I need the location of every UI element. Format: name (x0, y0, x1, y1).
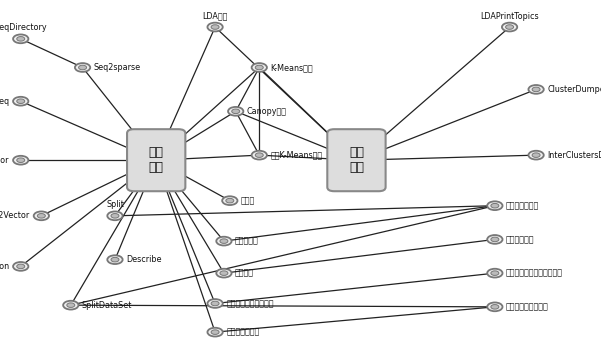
Circle shape (252, 151, 267, 160)
Circle shape (505, 25, 514, 29)
Circle shape (63, 301, 79, 310)
Text: ArffVector: ArffVector (0, 156, 10, 165)
Text: 谱聚类: 谱聚类 (241, 196, 255, 205)
FancyBboxPatch shape (127, 129, 185, 191)
Text: 模糊K-Means聚类: 模糊K-Means聚类 (270, 151, 323, 160)
Text: Describe: Describe (126, 255, 162, 264)
Text: 因式分解协同过滤推荐: 因式分解协同过滤推荐 (227, 299, 274, 308)
Circle shape (17, 158, 25, 162)
Circle shape (226, 198, 234, 203)
Text: CSV2Vector: CSV2Vector (0, 211, 30, 220)
Text: 朴素贝叶斯: 朴素贝叶斯 (235, 237, 259, 246)
Circle shape (211, 301, 219, 306)
Circle shape (487, 235, 502, 244)
Circle shape (34, 212, 49, 220)
Circle shape (487, 201, 502, 210)
Text: LDA聚类: LDA聚类 (203, 12, 228, 21)
Circle shape (211, 330, 219, 334)
Circle shape (211, 25, 219, 29)
Circle shape (13, 34, 28, 43)
Circle shape (216, 269, 231, 278)
Circle shape (487, 302, 502, 311)
Circle shape (528, 85, 544, 94)
Circle shape (207, 23, 223, 31)
Circle shape (108, 212, 123, 220)
Circle shape (220, 271, 228, 276)
Circle shape (13, 262, 28, 271)
Circle shape (502, 23, 517, 31)
Circle shape (207, 299, 223, 308)
Circle shape (216, 237, 231, 246)
Circle shape (255, 65, 263, 70)
Text: 因式分解协同过滤推荐测试: 因式分解协同过滤推荐测试 (506, 269, 563, 278)
Circle shape (232, 109, 240, 114)
FancyBboxPatch shape (328, 129, 386, 191)
Circle shape (111, 257, 119, 262)
Text: SeqDirectory: SeqDirectory (0, 23, 47, 32)
Text: 随机森林测试: 随机森林测试 (506, 235, 534, 244)
Circle shape (37, 214, 45, 218)
Circle shape (220, 239, 228, 244)
Text: Lucene2Seq: Lucene2Seq (0, 97, 10, 106)
Circle shape (222, 196, 237, 205)
Circle shape (491, 271, 499, 276)
Text: Split: Split (106, 201, 124, 209)
Circle shape (13, 97, 28, 106)
Circle shape (255, 153, 263, 158)
Circle shape (528, 151, 544, 160)
Circle shape (67, 303, 75, 308)
Circle shape (252, 63, 267, 72)
Circle shape (17, 99, 25, 104)
Circle shape (108, 255, 123, 264)
Circle shape (207, 328, 223, 336)
Circle shape (491, 237, 499, 242)
Text: 聚类
结果: 聚类 结果 (349, 146, 364, 174)
Circle shape (13, 156, 28, 164)
Circle shape (532, 87, 540, 92)
Circle shape (491, 203, 499, 208)
Text: Canopy聚类: Canopy聚类 (247, 107, 287, 116)
Circle shape (228, 107, 243, 116)
Text: SplitDataSet: SplitDataSet (82, 301, 132, 310)
Text: 特征
向量: 特征 向量 (148, 146, 163, 174)
Text: 基于物品的推荐测试: 基于物品的推荐测试 (506, 302, 549, 311)
Text: 朴素贝叶斯测试: 朴素贝叶斯测试 (506, 201, 539, 210)
Text: InterClustersDistance: InterClustersDistance (548, 151, 601, 160)
Circle shape (491, 304, 499, 309)
Text: 基于物品的推荐: 基于物品的推荐 (227, 327, 260, 337)
Circle shape (75, 63, 90, 72)
Text: Seq2sparse: Seq2sparse (94, 63, 141, 72)
Circle shape (79, 65, 87, 70)
Text: HiveAction: HiveAction (0, 262, 10, 271)
Text: LDAPrintTopics: LDAPrintTopics (480, 12, 539, 21)
Text: 随机森林: 随机森林 (235, 269, 254, 278)
Circle shape (532, 153, 540, 158)
Text: ClusterDumper: ClusterDumper (548, 85, 601, 94)
Text: K-Means聚类: K-Means聚类 (270, 63, 313, 72)
Circle shape (487, 269, 502, 278)
Circle shape (111, 214, 119, 218)
Circle shape (17, 264, 25, 269)
Circle shape (17, 36, 25, 41)
